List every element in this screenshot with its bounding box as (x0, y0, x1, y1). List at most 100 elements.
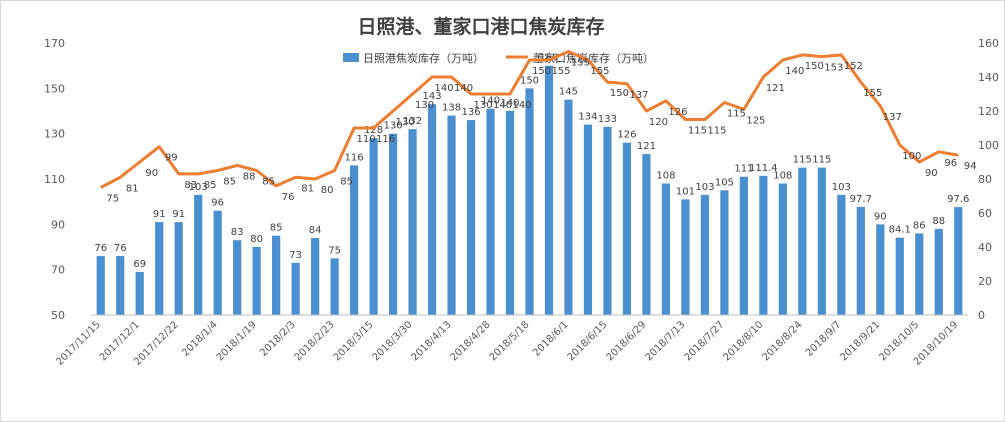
bar (174, 222, 183, 315)
bar-data-label: 69 (133, 259, 146, 270)
line-data-label: 140 (454, 83, 473, 94)
bar (525, 88, 534, 315)
line-data-label: 126 (668, 107, 687, 118)
line-data-label: 140 (493, 100, 512, 111)
line-data-label: 100 (902, 151, 921, 162)
bar-data-label: 76 (94, 243, 107, 254)
bar (934, 228, 943, 315)
bar (720, 190, 729, 315)
legend: 日照港焦炭库存（万吨） 董家口焦炭库存（万吨） (343, 51, 654, 65)
line-data-label: 115 (707, 126, 726, 137)
bar-data-label: 115 (812, 155, 831, 166)
bar (116, 256, 125, 315)
line-data-label: 90 (925, 168, 938, 179)
y-right-tick-label: 160 (978, 37, 999, 50)
x-tick-label: 2018/6/1 (531, 319, 571, 359)
bar-data-label: 116 (345, 152, 364, 163)
y-right-tick-label: 100 (978, 139, 999, 152)
bar-data-label: 145 (559, 87, 578, 98)
x-tick-label: 2018/4/13 (410, 319, 454, 363)
bar (778, 183, 787, 315)
line-data-label: 153 (824, 63, 843, 74)
bar-data-label: 160 (539, 53, 558, 64)
bar-data-label: 134 (578, 112, 597, 123)
bar (486, 108, 495, 315)
line-data-label: 76 (282, 192, 295, 203)
line-data-label: 152 (844, 61, 863, 72)
bar-data-label: 103 (695, 182, 714, 193)
y-right-tick-label: 0 (978, 309, 985, 322)
bar-data-label: 101 (676, 186, 695, 197)
bar-data-label: 132 (403, 116, 422, 127)
line-data-label: 83 (184, 180, 197, 191)
line-data-label: 85 (262, 177, 275, 188)
bar (505, 111, 515, 315)
bar (330, 258, 339, 315)
line-data-label: 81 (126, 183, 139, 194)
line-data-label: 150 (532, 66, 551, 77)
bar (466, 120, 476, 315)
y-left-tick-label: 90 (51, 218, 65, 231)
line-data-label: 130 (415, 100, 434, 111)
line-data-label: 116 (376, 134, 395, 145)
line-data-label: 80 (321, 185, 334, 196)
bar (583, 124, 593, 315)
bar-data-label: 91 (153, 209, 166, 220)
x-tick-label: 2018/3/15 (332, 319, 376, 363)
bar (311, 237, 320, 315)
line-data-label: 85 (204, 180, 217, 191)
line-data-label: 88 (243, 171, 256, 182)
bar-data-label: 83 (231, 227, 244, 238)
bar (603, 126, 612, 315)
bar-data-label: 111 (734, 164, 753, 175)
x-tick-label: 2018/1/4 (180, 319, 220, 359)
bar (700, 194, 709, 315)
y-left-tick-label: 70 (51, 264, 65, 277)
bar-data-label: 105 (715, 177, 734, 188)
x-tick-label: 2018/3/30 (371, 319, 415, 363)
bar-data-label: 111.4 (749, 163, 778, 174)
y-left-tick-label: 150 (44, 82, 65, 95)
y-right-tick-label: 80 (978, 173, 992, 186)
bar (96, 256, 105, 315)
line-data-label: 90 (145, 168, 158, 179)
y-right-tick-label: 20 (978, 275, 992, 288)
y-right-tick-label: 120 (978, 105, 999, 118)
bar (291, 262, 300, 315)
bar (642, 154, 651, 315)
bar (954, 207, 963, 315)
bar-data-label: 91 (172, 209, 185, 220)
line-data-label: 130 (396, 117, 415, 128)
bar-data-label: 130 (384, 121, 403, 132)
bar (447, 115, 456, 316)
x-tick-label: 2018/1/19 (215, 319, 259, 363)
line-data-label: 99 (165, 153, 178, 164)
bar (622, 142, 632, 315)
line-data-label: 140 (512, 100, 531, 111)
line-data-label: 120 (649, 117, 668, 128)
bar (350, 165, 359, 315)
bar-data-label: 84 (309, 225, 322, 236)
line-data-label: 94 (964, 161, 977, 172)
line-data-label: 155 (590, 66, 609, 77)
bar-data-label: 103 (189, 182, 208, 193)
bar-data-label: 115 (793, 155, 812, 166)
bar (798, 167, 807, 315)
bar-series (96, 65, 963, 316)
line-data-label: 96 (944, 158, 957, 169)
x-tick-label: 2018/7/13 (643, 319, 687, 363)
line-path (100, 50, 959, 189)
line-data-label: 137 (629, 90, 648, 101)
bar-data-label: 75 (328, 245, 341, 256)
y-axis-right: 0 20 40 60 80 100 120 140 160 (978, 37, 999, 322)
line-series (100, 50, 959, 189)
line-data-label: 140 (435, 83, 454, 94)
bar-data-label: 133 (598, 114, 617, 125)
y-left-tick-label: 130 (44, 128, 65, 141)
y-right-tick-label: 60 (978, 207, 992, 220)
line-data-label: 121 (766, 83, 785, 94)
bar-data-label: 108 (773, 171, 792, 182)
bar (876, 224, 885, 315)
bar (837, 194, 846, 315)
